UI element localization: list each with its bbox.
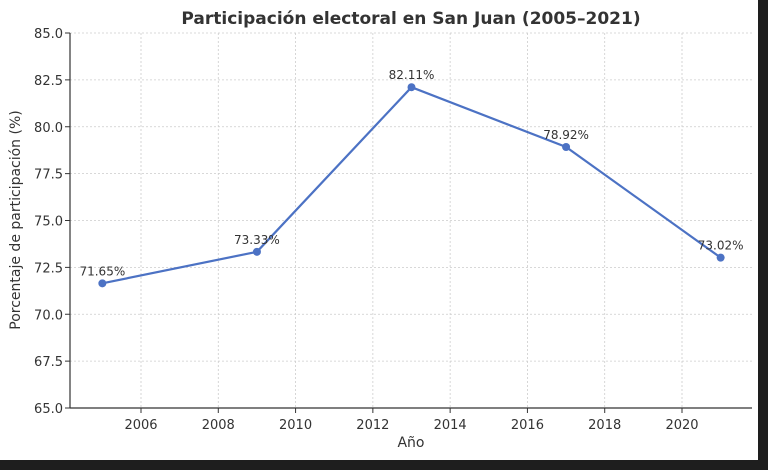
y-tick-label: 67.5 xyxy=(34,355,63,370)
data-label: 78.92% xyxy=(543,128,589,142)
x-tick-label: 2014 xyxy=(434,418,467,433)
chart-title: Participación electoral en San Juan (200… xyxy=(181,9,640,29)
data-label: 73.02% xyxy=(698,239,744,253)
x-tick-label: 2008 xyxy=(202,418,235,433)
data-label: 73.33% xyxy=(234,233,280,247)
y-tick-label: 70.0 xyxy=(34,308,63,323)
y-tick-label: 77.5 xyxy=(34,168,63,183)
y-tick-label: 85.0 xyxy=(34,27,63,42)
data-point xyxy=(252,247,261,256)
y-tick-label: 72.5 xyxy=(34,261,63,276)
x-tick-label: 2016 xyxy=(511,418,544,433)
data-label: 82.11% xyxy=(389,68,435,82)
data-label: 71.65% xyxy=(79,264,125,278)
data-point xyxy=(562,143,571,151)
x-tick-label: 2012 xyxy=(356,418,389,433)
y-tick-label: 75.0 xyxy=(34,215,63,230)
y-axis-label: Porcentaje de participación (%) xyxy=(8,110,24,329)
x-tick-label: 2020 xyxy=(665,418,698,433)
x-tick-label: 2018 xyxy=(588,418,621,433)
x-tick-label: 2006 xyxy=(124,418,157,433)
data-point xyxy=(407,83,416,92)
y-tick-label: 82.5 xyxy=(34,74,63,89)
series-line xyxy=(102,85,722,285)
x-tick-label: 2010 xyxy=(279,418,312,433)
x-axis-label: Año xyxy=(397,435,424,451)
y-tick-label: 65.0 xyxy=(34,402,63,417)
data-point xyxy=(716,253,725,262)
data-point xyxy=(98,279,107,288)
chart-panel xyxy=(0,0,758,460)
y-tick-label: 80.0 xyxy=(34,121,63,136)
